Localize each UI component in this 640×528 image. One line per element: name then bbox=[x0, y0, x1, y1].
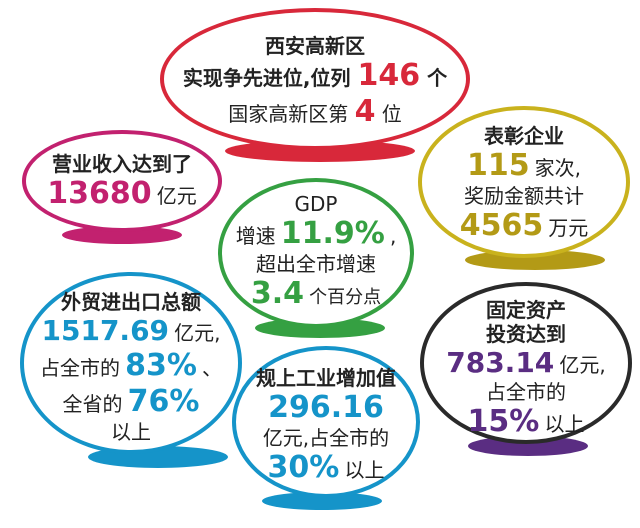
awards-unit1: 家次, bbox=[534, 156, 582, 180]
investment-line4: 占全市的 bbox=[486, 379, 566, 404]
revenue-bubble-shadow bbox=[62, 226, 182, 244]
gdp-title: GDP bbox=[294, 192, 338, 216]
top-line2-post: 个 bbox=[427, 66, 448, 90]
trade-line3-post: 、 bbox=[202, 355, 222, 380]
gdp-num2: 3.4 bbox=[250, 276, 305, 311]
investment-unit1: 亿元, bbox=[559, 353, 606, 377]
awards-line1: 表彰企业 bbox=[484, 124, 564, 148]
revenue-line1: 营业收入达到了 bbox=[52, 152, 192, 176]
revenue-num: 13680 bbox=[47, 176, 152, 211]
industry-bubble: 规上工业增加值 296.16 亿元,占全市的 30% 以上 bbox=[232, 346, 420, 498]
trade-line3-pre: 占全市的 bbox=[40, 355, 120, 380]
trade-line1: 外贸进出口总额 bbox=[61, 290, 201, 314]
awards-bubble: 表彰企业 115 家次, 奖励金额共计 4565 万元 bbox=[418, 106, 630, 258]
industry-num1: 296.16 bbox=[268, 390, 384, 425]
trade-bubble: 外贸进出口总额 1517.69 亿元, 占全市的 83% 、 全省的 76% 以… bbox=[20, 272, 242, 454]
trade-num3: 76% bbox=[127, 383, 200, 419]
trade-line5: 以上 bbox=[111, 419, 151, 444]
industry-line3: 亿元,占全市的 bbox=[262, 426, 390, 450]
awards-line3: 奖励金额共计 bbox=[464, 184, 584, 208]
gdp-line2-post: , bbox=[389, 224, 397, 248]
trade-num1: 1517.69 bbox=[41, 314, 170, 347]
top-line2-num: 146 bbox=[357, 58, 421, 93]
top-line3-num: 4 bbox=[354, 94, 376, 129]
revenue-bubble: 营业收入达到了 13680 亿元 bbox=[22, 130, 222, 232]
investment-bubble: 固定资产 投资达到 783.14 亿元, 占全市的 15% 以上 bbox=[420, 282, 632, 444]
investment-num1: 783.14 bbox=[446, 346, 555, 379]
trade-unit1: 亿元, bbox=[174, 321, 221, 345]
top-line1: 西安高新区 bbox=[265, 34, 365, 58]
investment-line2: 投资达到 bbox=[486, 322, 566, 346]
industry-num2: 30% bbox=[267, 450, 340, 485]
investment-num2: 15% bbox=[467, 403, 540, 439]
investment-unit2: 以上 bbox=[544, 411, 585, 436]
gdp-growth-num: 11.9% bbox=[280, 216, 385, 251]
awards-num2: 4565 bbox=[459, 208, 544, 243]
top-line3-pre: 国家高新区第 bbox=[228, 102, 349, 126]
trade-num2: 83% bbox=[125, 347, 197, 383]
gdp-line3: 超出全市增速 bbox=[256, 252, 376, 276]
revenue-unit: 亿元 bbox=[156, 184, 197, 208]
gdp-unit2: 个百分点 bbox=[309, 287, 382, 308]
awards-unit2: 万元 bbox=[548, 216, 589, 240]
investment-line1: 固定资产 bbox=[486, 298, 566, 322]
awards-num1: 115 bbox=[466, 148, 530, 183]
gdp-line2-pre: 增速 bbox=[235, 224, 276, 248]
gdp-bubble: GDP 增速 11.9% , 超出全市增速 3.4 个百分点 bbox=[218, 178, 414, 328]
top-line3-post: 位 bbox=[381, 102, 402, 126]
top-line2-pre: 实现争先进位,位列 bbox=[182, 66, 351, 90]
trade-line4-pre: 全省的 bbox=[62, 391, 123, 416]
industry-bubble-shadow bbox=[262, 492, 382, 510]
top-bubble: 西安高新区 实现争先进位,位列 146 个 国家高新区第 4 位 bbox=[160, 8, 470, 150]
industry-line1: 规上工业增加值 bbox=[256, 366, 396, 390]
industry-unit2: 以上 bbox=[344, 458, 385, 482]
